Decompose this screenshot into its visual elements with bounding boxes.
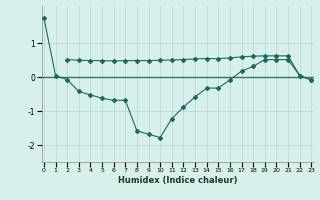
X-axis label: Humidex (Indice chaleur): Humidex (Indice chaleur) <box>118 176 237 185</box>
